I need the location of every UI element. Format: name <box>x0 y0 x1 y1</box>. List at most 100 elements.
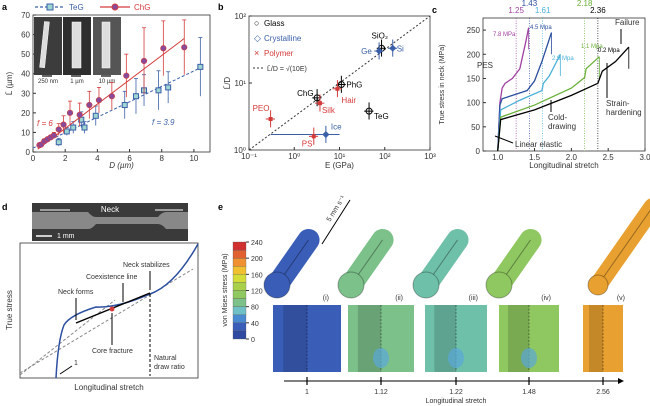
annotation-slope-one: 1 <box>74 360 78 367</box>
y-tick-label: 10 <box>21 128 30 137</box>
legend-label: Polymer <box>264 49 294 58</box>
fit-label-chg: f = 6 <box>37 119 53 128</box>
annotation-failure: Failure <box>615 18 640 27</box>
legend-marker: × <box>254 48 259 58</box>
fiber-3d-end <box>263 271 291 299</box>
data-point-TeG <box>63 128 70 135</box>
colorbar-segment <box>232 249 247 259</box>
data-point-ChG <box>140 57 148 65</box>
stress-curve <box>497 46 630 152</box>
x-axis-label: Longitudinal stretch <box>426 398 487 405</box>
annotation-strain-hardening-2: hardening <box>606 108 642 117</box>
low-stress-region <box>373 348 389 368</box>
data-point-ChG <box>123 72 130 79</box>
y-tick-label: 150 <box>467 74 481 83</box>
annotation-strain-hardening: Strain- <box>606 99 630 108</box>
x-tick-label: 0 <box>31 154 36 163</box>
colorbar-label: von Mises stress (MPa) <box>222 253 229 326</box>
point-label: Ge <box>361 47 372 56</box>
stretch-tick-label: 1.22 <box>449 389 463 396</box>
x-tick-label: 10² <box>379 152 391 161</box>
x-tick-label: 1.5 <box>529 153 541 162</box>
colorbar-segment <box>232 298 247 307</box>
colorbar-segment <box>232 290 247 299</box>
annotation-natural-draw-ratio: Natural <box>154 355 177 362</box>
colorbar-segment <box>232 241 247 251</box>
panel-c: c 1.0 1.5 2.0 2.5 3.0 0 50 100 150 200 250 Longitudi… <box>432 0 650 170</box>
legend-marker: ◇ <box>254 33 261 43</box>
panel-label: c <box>432 5 437 15</box>
microfiber-image <box>39 21 50 69</box>
x-axis-label: Longitudinal stretch <box>529 161 598 170</box>
tangent-line <box>19 268 194 374</box>
data-point-TeG <box>121 102 128 109</box>
colorbar-segment <box>232 266 247 275</box>
x-axis-label: D (µm) <box>109 161 134 170</box>
y-tick-label: 30 <box>21 89 30 98</box>
x-tick-label: 10 <box>189 154 198 163</box>
annotation-cold-drawing: Cold- <box>548 113 567 122</box>
data-point-TeG <box>81 124 88 131</box>
data-point-crystalline <box>375 47 383 55</box>
data-point-ChG <box>76 111 83 118</box>
axes-frame <box>32 14 211 153</box>
data-point-TeG <box>197 63 204 70</box>
stretch-tick-label: 1 <box>305 389 309 396</box>
stress-curve <box>497 53 561 152</box>
panel-d: d Neck 1 mm Neck forms Coexistence line Neck … <box>2 202 199 392</box>
colorbar-tick-label: 40 <box>251 321 259 328</box>
y-tick-label: 10⁰ <box>234 146 246 155</box>
data-point-TeG <box>55 139 62 146</box>
stage-label: (iii) <box>469 295 478 302</box>
legend-marker <box>111 3 119 11</box>
vline-label: 2.18 <box>577 0 593 8</box>
annotation-neck-stabilizes: Neck stabilizes <box>123 262 170 269</box>
y-tick-label: 0 <box>26 148 31 157</box>
panel-e: e 0 40 80 120 160 200 240 von Mises stress (MPa)… <box>218 194 650 405</box>
data-point-ChG <box>60 121 67 128</box>
point-label: PS <box>302 139 313 148</box>
annotation-coexistence-line: Coexistence line <box>86 274 137 281</box>
data-point-ChG <box>86 101 93 109</box>
x-tick-label: 2.0 <box>566 153 578 162</box>
point-label: Si <box>397 44 404 53</box>
colorbar-segment <box>232 306 247 315</box>
core-fracture-point <box>109 306 115 312</box>
x-tick-label: 10¹ <box>334 152 346 161</box>
low-stress-region <box>448 348 464 368</box>
data-point-TeG <box>70 124 77 131</box>
stress-map-band <box>589 305 603 372</box>
data-point-ChG <box>55 126 62 133</box>
legend-label: Crystalline <box>264 34 302 43</box>
vline-label: 2.36 <box>590 6 606 15</box>
colorbar-tick-label: 120 <box>251 289 263 296</box>
data-point-ChG <box>160 45 167 52</box>
y-tick-label: 50 <box>21 50 30 59</box>
axes-frame <box>482 17 646 152</box>
neck-label: Neck <box>101 205 120 214</box>
colorbar-tick-label: 160 <box>251 272 263 279</box>
data-point-ChG <box>50 132 58 139</box>
stress-curve <box>497 32 553 152</box>
colorbar-segment <box>232 258 247 267</box>
legend-marker <box>46 3 54 11</box>
y-tick-label: 50 <box>471 123 480 132</box>
data-point-crystalline <box>389 44 397 52</box>
y-tick-label: 60 <box>21 31 30 40</box>
stress-curve <box>497 56 600 152</box>
curve-label: 7.8 MPa <box>493 32 516 38</box>
legend-label: ChG <box>134 3 150 12</box>
stage-label: (i) <box>323 295 329 302</box>
curve-label: 0.2 Mpa <box>598 48 620 54</box>
colorbar-tick-label: 200 <box>251 256 263 263</box>
panel-label: d <box>2 202 8 212</box>
colorbar-segment <box>232 282 247 291</box>
y-axis-label: True stress <box>5 290 14 330</box>
colorbar-tick-label: 80 <box>251 305 259 312</box>
vline-label: 1.25 <box>508 6 524 15</box>
panel-a: a 0 2 4 6 8 10 0 10 20 30 40 50 60 70 D (µm) L̄ (µm) 250 … <box>2 2 211 170</box>
annotation-neck-forms: Neck forms <box>58 289 94 296</box>
annotation-natural-draw-ratio-2: draw ratio <box>154 364 185 371</box>
stress-map-section <box>583 305 623 372</box>
